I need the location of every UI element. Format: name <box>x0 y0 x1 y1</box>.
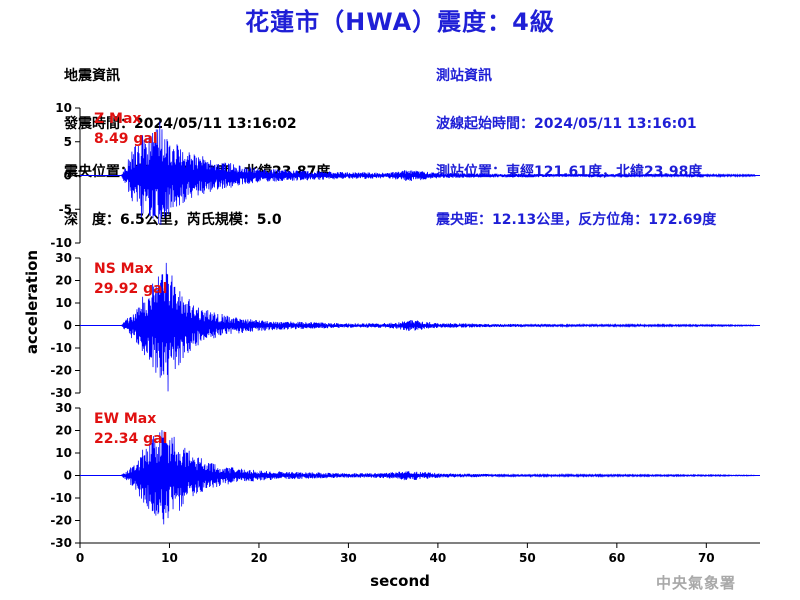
y-tick-label: -30 <box>50 536 72 550</box>
y-tick-label: 10 <box>55 101 72 115</box>
y-tick-label: 30 <box>55 401 72 415</box>
wave-start-time: 波線起始時間：2024/05/11 13:16:01 <box>436 116 697 132</box>
y-tick-label: 30 <box>55 251 72 265</box>
y-tick-label: 0 <box>64 469 72 483</box>
station-info: 測站資訊 波線起始時間：2024/05/11 13:16:01 測站位置：東經1… <box>436 36 716 244</box>
y-axis-title: acceleration <box>23 250 41 354</box>
max-value: 22.34 gal <box>94 431 167 447</box>
y-tick-label: -20 <box>50 364 72 378</box>
y-tick-label: -10 <box>50 491 72 505</box>
station-info-heading: 測站資訊 <box>436 68 492 84</box>
y-tick-label: 10 <box>55 446 72 460</box>
max-label: EW Max <box>94 411 156 427</box>
earthquake-info-heading: 地震資訊 <box>64 68 120 84</box>
x-tick-label: 60 <box>608 551 625 565</box>
x-tick-label: 50 <box>519 551 536 565</box>
x-tick-label: 30 <box>340 551 357 565</box>
max-label: Z Max <box>94 111 141 127</box>
agency-watermark: 中央氣象署 <box>656 574 737 592</box>
max-value: 8.49 gal <box>94 131 158 147</box>
max-label: NS Max <box>94 261 153 277</box>
y-tick-label: 20 <box>55 274 72 288</box>
waveform-trace <box>80 262 756 392</box>
x-tick-label: 10 <box>161 551 178 565</box>
y-tick-label: -10 <box>50 236 72 250</box>
x-tick-label: 0 <box>76 551 84 565</box>
max-value: 29.92 gal <box>94 281 167 297</box>
y-tick-label: -5 <box>59 202 72 216</box>
y-tick-label: 20 <box>55 424 72 438</box>
waveform-trace <box>80 121 756 225</box>
x-tick-label: 70 <box>698 551 715 565</box>
depth-magnitude: 深 度：6.5公里，芮氏規模：5.0 <box>64 212 282 228</box>
y-tick-label: 5 <box>64 135 72 149</box>
distance-azimuth: 震央距：12.13公里，反方位角：172.69度 <box>436 212 717 228</box>
y-tick-label: 0 <box>64 319 72 333</box>
x-tick-label: 40 <box>430 551 447 565</box>
x-axis-title: second <box>370 572 430 590</box>
page-title: 花蓮市（HWA）震度：4級 <box>245 8 555 36</box>
waveform-trace <box>80 430 756 525</box>
origin-time: 發震時間：2024/05/11 13:16:02 <box>64 116 297 132</box>
y-tick-label: -20 <box>50 514 72 528</box>
y-tick-label: 10 <box>55 296 72 310</box>
x-tick-label: 20 <box>251 551 268 565</box>
y-tick-label: -10 <box>50 341 72 355</box>
y-tick-label: -30 <box>50 386 72 400</box>
y-tick-label: 0 <box>64 169 72 183</box>
